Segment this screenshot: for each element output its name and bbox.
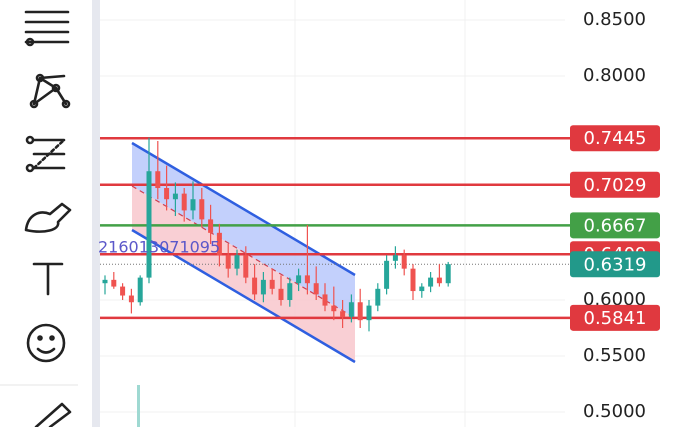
candle-body (137, 277, 143, 303)
candle-body (164, 188, 170, 200)
grid (100, 19, 565, 413)
y-tick-label: 0.8000 (583, 65, 646, 86)
menu-icon[interactable] (24, 10, 70, 47)
candle-body (128, 295, 134, 303)
candle-body (392, 255, 398, 261)
candle-body (208, 219, 214, 233)
candle-body (428, 277, 434, 287)
candle-body (419, 286, 425, 292)
candle-body (348, 302, 354, 317)
candle-body (401, 255, 407, 269)
brush-icon[interactable] (24, 202, 72, 233)
price-label-box (570, 212, 660, 239)
price-label: 0.5841 (584, 308, 647, 329)
candle-body (340, 311, 346, 317)
price-label-box (570, 125, 660, 152)
candle-body (313, 283, 319, 295)
candle-body (234, 255, 240, 269)
candle-body (445, 264, 451, 284)
channel-line (131, 228, 356, 364)
candle-body (252, 277, 258, 295)
candle-body (331, 305, 337, 312)
y-tick-label: 0.6000 (583, 289, 646, 310)
toolbar-divider (92, 0, 100, 427)
candle-body (260, 279, 266, 295)
y-tick-label: 0.5500 (583, 345, 646, 366)
candle-body (436, 277, 442, 284)
price-labels: 0.8500 0.8000 0.6000 0.5500 0.5000 0.7445 0.70… (570, 9, 660, 422)
pattern-icon[interactable] (29, 73, 71, 109)
price-label: 0.7029 (584, 175, 647, 196)
candle-body (102, 279, 108, 284)
candle-body (181, 193, 187, 211)
candle-body (375, 288, 381, 306)
candle-body (384, 260, 390, 289)
candle-body (225, 255, 231, 269)
price-label: 0.7445 (584, 128, 647, 149)
price-label: 0.6667 (584, 215, 647, 236)
candle-body (357, 302, 363, 321)
candle-body (269, 279, 275, 289)
text-icon[interactable] (32, 262, 64, 296)
candle-body (199, 199, 205, 220)
emoji-icon[interactable] (26, 323, 66, 363)
price-label: 0.6319 (584, 254, 647, 275)
y-tick-label: 0.5000 (583, 401, 646, 422)
candle-body (120, 286, 126, 296)
candle-body (243, 255, 249, 278)
candle-body (216, 232, 222, 256)
channel-mid (131, 185, 356, 319)
candle-body (190, 199, 196, 211)
levels (100, 136, 570, 320)
price-label-box (570, 304, 660, 331)
candle-body (111, 279, 117, 287)
candle-body (278, 288, 284, 301)
channel-upper (132, 143, 355, 318)
candle-body (296, 275, 302, 284)
candle-body (287, 283, 293, 301)
candle-body (410, 268, 416, 292)
candle-body (366, 305, 372, 321)
annotation: 216013071095 (98, 238, 220, 257)
candle-body (155, 171, 161, 189)
ruler-icon[interactable] (34, 402, 72, 427)
price-label-box (570, 251, 660, 278)
fib-icon[interactable] (25, 135, 66, 173)
candle-body (172, 193, 178, 200)
candle-body (146, 171, 152, 278)
y-tick-label: 0.8500 (583, 9, 646, 30)
candle-body (304, 275, 310, 284)
candle-body (322, 294, 328, 306)
candles (102, 137, 451, 332)
toolbar (0, 10, 78, 427)
volume-bar (137, 385, 140, 427)
price-label-box (570, 171, 660, 198)
